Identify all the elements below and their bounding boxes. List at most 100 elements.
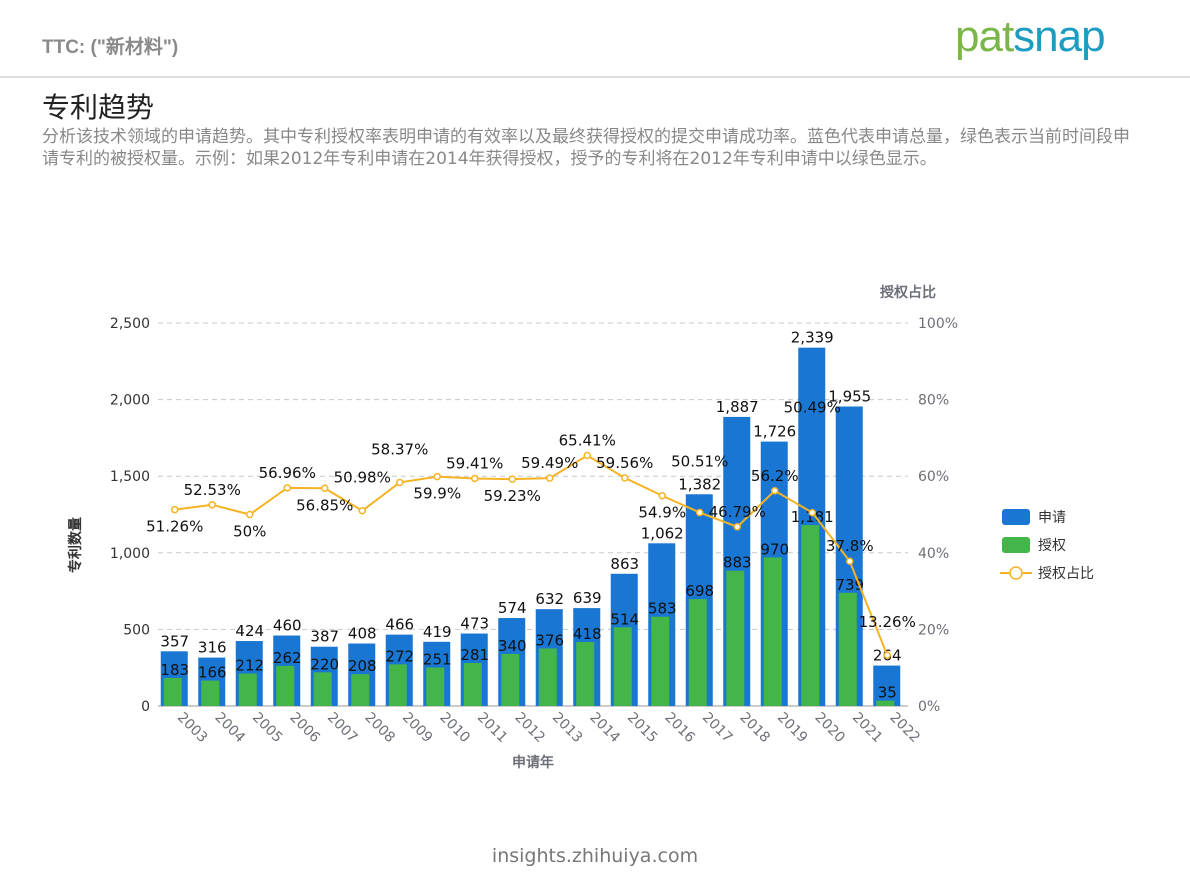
y2-axis-title: 授权占比 bbox=[880, 284, 936, 301]
y2-tick-label: 100% bbox=[918, 316, 958, 332]
x-tick-label: 2012 bbox=[511, 710, 548, 747]
bar-label-granted: 262 bbox=[273, 649, 302, 667]
x-tick-label: 2005 bbox=[249, 710, 286, 747]
x-tick-label: 2018 bbox=[736, 710, 773, 747]
line-label: 58.37% bbox=[371, 440, 428, 458]
bar-label-applications: 460 bbox=[273, 617, 302, 635]
x-tick-label: 2013 bbox=[549, 710, 586, 747]
bar-label-applications: 1,062 bbox=[641, 524, 684, 542]
bar-label-granted: 418 bbox=[573, 625, 602, 643]
line-point bbox=[321, 484, 329, 493]
bar-granted bbox=[388, 664, 407, 706]
x-tick-label: 2014 bbox=[586, 710, 623, 747]
x-axis-title: 申请年 bbox=[512, 754, 554, 771]
bar-label-granted: 272 bbox=[385, 647, 414, 665]
x-tick-label: 2007 bbox=[324, 710, 361, 747]
x-tick-label: 2008 bbox=[361, 710, 398, 747]
bar-granted bbox=[313, 672, 332, 706]
y2-tick-label: 80% bbox=[918, 393, 949, 409]
bar-granted bbox=[238, 673, 257, 706]
line-label: 50.51% bbox=[671, 453, 728, 471]
line-label: 59.56% bbox=[596, 454, 653, 472]
bar-label-applications: 1,955 bbox=[828, 387, 871, 405]
bar-label-applications: 574 bbox=[498, 599, 527, 617]
bar-label-granted: 35 bbox=[878, 684, 897, 702]
bar-label-granted: 883 bbox=[723, 554, 752, 572]
line-label: 37.8% bbox=[826, 537, 874, 555]
bar-label-granted: 212 bbox=[235, 657, 264, 675]
line-point bbox=[208, 501, 216, 509]
bar-granted bbox=[726, 570, 745, 706]
bar-granted bbox=[576, 641, 595, 706]
bar-label-applications: 387 bbox=[310, 628, 339, 646]
bar-label-granted: 970 bbox=[760, 540, 789, 558]
bar-label-applications: 1,887 bbox=[716, 398, 759, 416]
x-tick-label: 2019 bbox=[774, 710, 811, 747]
bar-label-applications: 466 bbox=[385, 616, 414, 634]
patsnap-logo: patsnap bbox=[955, 12, 1106, 61]
bar-label-applications: 357 bbox=[160, 632, 189, 650]
header-divider bbox=[0, 76, 1190, 78]
line-point bbox=[621, 474, 629, 482]
legend-swatch bbox=[1002, 509, 1030, 525]
y2-tick-label: 20% bbox=[918, 622, 949, 638]
line-point bbox=[696, 508, 704, 517]
line-point bbox=[808, 508, 816, 517]
bar-granted bbox=[651, 616, 670, 706]
bar-granted bbox=[801, 525, 820, 706]
bar-granted bbox=[688, 599, 707, 706]
line-point bbox=[433, 472, 441, 481]
bar-label-applications: 419 bbox=[423, 623, 452, 641]
line-label: 52.53% bbox=[184, 481, 241, 499]
bar-label-granted: 340 bbox=[498, 637, 527, 655]
line-label: 59.23% bbox=[484, 487, 541, 505]
legend-label: 申请 bbox=[1038, 510, 1066, 526]
line-label: 56.96% bbox=[259, 464, 316, 482]
bar-label-granted: 1,181 bbox=[791, 508, 834, 526]
legend-swatch bbox=[1002, 537, 1030, 553]
bar-label-applications: 1,726 bbox=[753, 423, 796, 441]
bar-label-applications: 316 bbox=[198, 639, 227, 657]
line-point bbox=[471, 474, 479, 483]
y-axis-title: 专利数量 bbox=[67, 517, 84, 573]
bar-granted bbox=[276, 665, 295, 706]
line-label: 50% bbox=[233, 523, 266, 541]
bar-granted bbox=[201, 680, 220, 706]
line-label: 59.9% bbox=[413, 485, 461, 503]
line-point bbox=[583, 451, 591, 460]
bar-granted bbox=[463, 662, 482, 706]
line-label: 59.41% bbox=[446, 454, 503, 472]
line-point bbox=[846, 557, 854, 565]
bar-label-applications: 408 bbox=[348, 624, 377, 642]
bar-label-granted: 698 bbox=[685, 582, 714, 600]
line-point bbox=[546, 474, 554, 482]
x-tick-label: 2009 bbox=[399, 710, 436, 747]
report-header: TTC: ("新材料") bbox=[42, 37, 179, 58]
bar-label-granted: 376 bbox=[535, 631, 564, 649]
line-point bbox=[771, 487, 779, 495]
x-tick-label: 2004 bbox=[211, 710, 248, 747]
bar-label-applications: 863 bbox=[610, 555, 639, 573]
bar-granted bbox=[426, 667, 445, 706]
line-label: 50.98% bbox=[334, 469, 391, 487]
line-label: 56.2% bbox=[751, 467, 799, 485]
bar-label-applications: 1,382 bbox=[678, 475, 721, 493]
line-point bbox=[396, 478, 404, 487]
line-point bbox=[358, 506, 366, 515]
line-label: 65.41% bbox=[559, 431, 616, 449]
y2-tick-label: 40% bbox=[918, 546, 949, 562]
x-tick-label: 2010 bbox=[436, 710, 473, 747]
x-tick-label: 2015 bbox=[624, 710, 661, 747]
bar-label-granted: 208 bbox=[348, 657, 377, 675]
line-point bbox=[658, 491, 666, 500]
y-tick-label: 1,500 bbox=[110, 469, 150, 485]
line-point bbox=[508, 475, 516, 483]
x-tick-label: 2017 bbox=[699, 710, 736, 747]
line-label: 51.26% bbox=[146, 518, 203, 536]
y2-tick-label: 60% bbox=[918, 469, 949, 485]
bar-granted bbox=[501, 653, 520, 706]
line-label: 46.79% bbox=[709, 503, 766, 521]
legend-label: 授权 bbox=[1038, 538, 1066, 554]
bar-label-granted: 166 bbox=[198, 664, 227, 682]
